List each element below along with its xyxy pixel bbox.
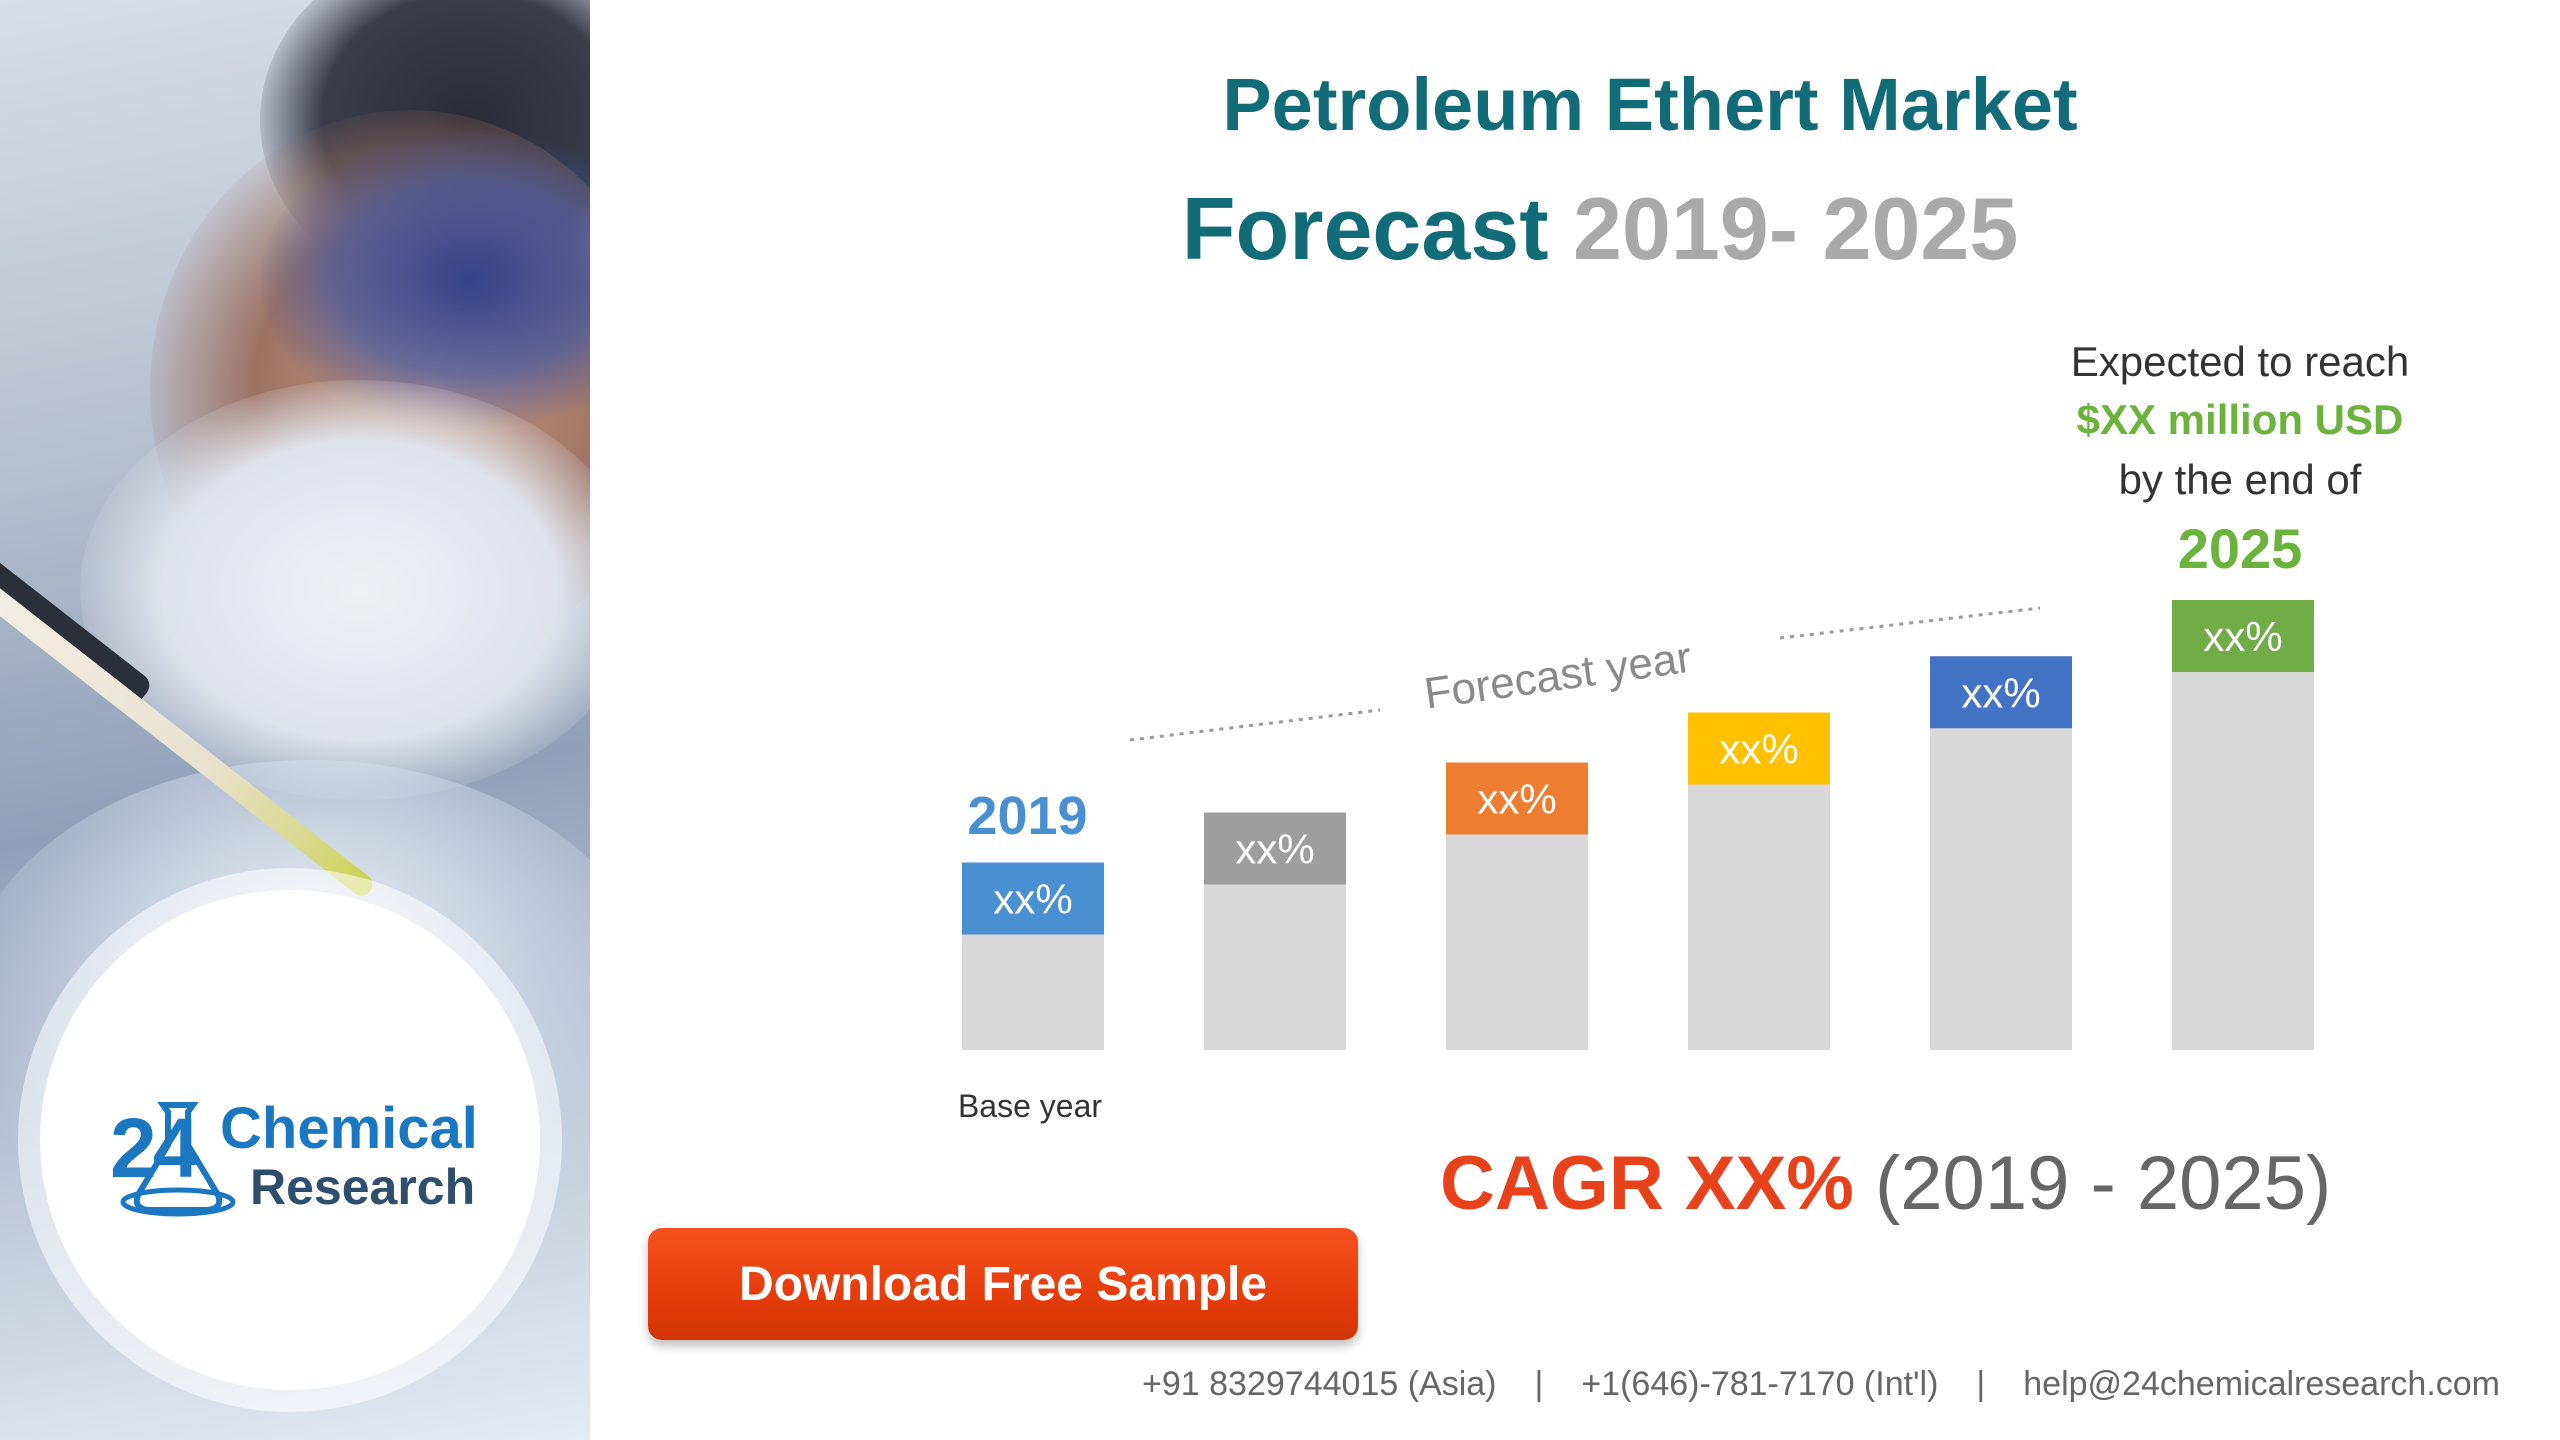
bar-cap-5 [2172,600,2314,672]
bar-cap-2 [1446,762,1588,835]
forecast-trend-line-right [1779,606,2041,640]
page-subtitle: Forecast 2019- 2025 [1000,178,2200,280]
callout-year: 2025 [2177,517,2303,580]
logo-text-research: Research [250,1159,476,1215]
footer-separator: | [1534,1365,1544,1403]
logo-badge [40,890,540,1390]
contact-email[interactable]: help@24chemicalresearch.com [2023,1365,2500,1403]
forecast-trend-line-left [1129,708,1381,742]
bar-label-0: xx% [993,876,1072,923]
bar-cap-0 [962,862,1104,935]
subtitle-forecast: Forecast [1181,179,1549,278]
cagr-text: CAGR XX% (2019 - 2025) [1440,1140,2440,1227]
logo-number: 24 [110,1101,199,1195]
bar-label-1: xx% [1235,826,1314,873]
phone-asia[interactable]: +91 8329744015 (Asia) [1142,1365,1497,1403]
photo-goggles [260,130,590,430]
flask-logo-icon [120,1102,236,1217]
bar-label-5: xx% [2203,613,2282,660]
chart-svg: xx% xx% xx% xx% xx% xx% Forecast year [962,600,2314,1050]
market-forecast-chart: xx% xx% xx% xx% xx% xx% Forecast year [900,560,2400,1120]
footer-separator: | [1976,1365,1986,1403]
logo-text-chemical: Chemical [220,1096,478,1161]
bar-label-4: xx% [1961,669,2040,716]
cagr-years: (2019 - 2025) [1874,1141,2332,1226]
download-sample-button[interactable]: Download Free Sample [648,1228,1358,1340]
subtitle-years: 2019- 2025 [1572,179,2019,278]
forecast-year-label: Forecast year [1421,633,1694,719]
phone-intl[interactable]: +1(646)-781-7170 (Int'l) [1581,1365,1939,1403]
base-year-caption: Base year [957,1088,1103,1124]
bar-5 [2172,600,2314,1050]
cagr-value: CAGR XX% [1440,1141,1854,1226]
callout-by-end: by the end of [2118,456,2362,503]
callout-expected: Expected to reach [2070,338,2410,385]
bar-label-2: xx% [1477,776,1556,823]
bar-cap-4 [1930,656,2072,729]
contact-footer: +91 8329744015 (Asia) | +1(646)-781-7170 (… [1000,1365,2500,1404]
bar-cap-3 [1688,712,1830,785]
bar-cap-1 [1204,812,1346,885]
bar-label-3: xx% [1719,726,1798,773]
callout-value: $XX million USD [2076,396,2404,443]
page-title: Petroleum Ethert Market [1222,63,2078,146]
base-year-value: 2019 [967,786,1088,846]
